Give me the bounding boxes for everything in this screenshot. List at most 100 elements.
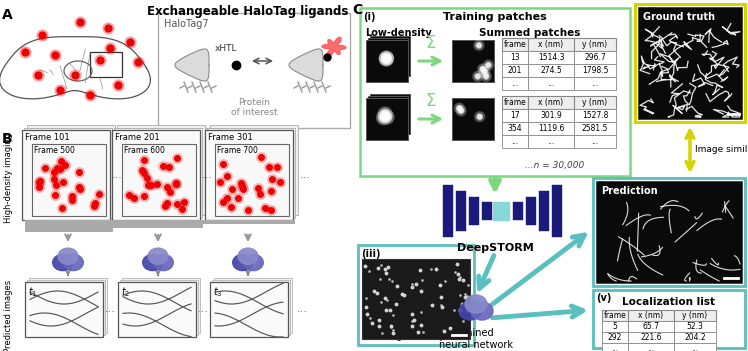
Bar bbox=[528, 96, 574, 109]
Circle shape bbox=[476, 42, 482, 48]
Bar bbox=[90, 52, 122, 77]
Circle shape bbox=[478, 64, 488, 74]
Text: ...: ... bbox=[198, 304, 209, 314]
Ellipse shape bbox=[465, 295, 487, 313]
Text: $t_2$: $t_2$ bbox=[121, 285, 130, 299]
Bar bbox=[513, 202, 523, 220]
Bar bbox=[366, 98, 408, 140]
Text: ...: ... bbox=[202, 170, 213, 180]
Ellipse shape bbox=[58, 248, 78, 264]
Text: 274.5: 274.5 bbox=[540, 66, 562, 75]
Ellipse shape bbox=[153, 254, 174, 271]
Text: (iv): (iv) bbox=[596, 181, 615, 191]
Bar bbox=[25, 228, 113, 232]
Text: ...: ... bbox=[648, 344, 654, 351]
Circle shape bbox=[476, 74, 479, 78]
Ellipse shape bbox=[64, 254, 83, 271]
Polygon shape bbox=[175, 49, 209, 81]
Bar bbox=[574, 122, 616, 135]
Text: y (nm): y (nm) bbox=[583, 98, 607, 107]
Bar bbox=[628, 332, 674, 343]
Bar bbox=[452, 98, 494, 140]
Bar bbox=[574, 96, 616, 109]
Circle shape bbox=[379, 51, 393, 65]
Circle shape bbox=[384, 114, 390, 120]
Circle shape bbox=[475, 73, 481, 79]
Bar bbox=[112, 130, 200, 220]
Bar bbox=[574, 64, 616, 77]
Bar bbox=[528, 38, 574, 51]
Text: ...: ... bbox=[592, 137, 598, 146]
Circle shape bbox=[475, 112, 485, 122]
Bar bbox=[602, 343, 628, 351]
Circle shape bbox=[378, 113, 388, 123]
Text: y (nm): y (nm) bbox=[682, 311, 708, 320]
Circle shape bbox=[479, 66, 485, 72]
Bar bbox=[628, 310, 674, 321]
Circle shape bbox=[384, 55, 390, 61]
Text: 13: 13 bbox=[510, 53, 520, 62]
Text: Training patches: Training patches bbox=[443, 12, 547, 22]
Bar bbox=[22, 130, 110, 220]
Bar bbox=[502, 122, 528, 135]
Bar bbox=[602, 332, 628, 343]
Polygon shape bbox=[289, 49, 323, 81]
Circle shape bbox=[383, 56, 389, 62]
Text: 65.7: 65.7 bbox=[643, 322, 660, 331]
Text: (vi): (vi) bbox=[638, 7, 657, 17]
Text: x (nm): x (nm) bbox=[539, 40, 563, 49]
Bar bbox=[596, 181, 742, 283]
Circle shape bbox=[485, 75, 488, 78]
Bar bbox=[158, 13, 350, 128]
Text: ...: ... bbox=[691, 344, 699, 351]
Circle shape bbox=[459, 109, 463, 113]
Circle shape bbox=[473, 71, 482, 81]
Text: High-density imaging: High-density imaging bbox=[4, 133, 13, 223]
Circle shape bbox=[477, 44, 481, 47]
Bar bbox=[628, 343, 674, 351]
Text: ...: ... bbox=[548, 137, 554, 146]
Bar bbox=[32, 144, 106, 216]
Circle shape bbox=[456, 106, 466, 116]
Bar bbox=[358, 245, 474, 345]
Text: Frame 500: Frame 500 bbox=[34, 146, 75, 155]
Text: frame: frame bbox=[503, 98, 527, 107]
Text: C: C bbox=[352, 3, 362, 17]
Circle shape bbox=[483, 60, 494, 70]
Circle shape bbox=[479, 67, 490, 77]
Circle shape bbox=[382, 111, 388, 117]
Text: 201: 201 bbox=[508, 66, 522, 75]
Bar bbox=[27, 280, 105, 335]
Bar bbox=[370, 36, 410, 76]
Text: Frame 101: Frame 101 bbox=[25, 133, 70, 142]
Circle shape bbox=[483, 73, 489, 79]
Circle shape bbox=[384, 113, 387, 115]
Circle shape bbox=[383, 55, 389, 61]
Bar bbox=[502, 64, 528, 77]
Polygon shape bbox=[322, 37, 346, 57]
Bar bbox=[210, 125, 298, 215]
Bar bbox=[366, 40, 408, 82]
Text: HaloTag7: HaloTag7 bbox=[164, 19, 209, 29]
Bar bbox=[368, 38, 408, 78]
Circle shape bbox=[382, 112, 392, 122]
Circle shape bbox=[381, 53, 391, 63]
Bar bbox=[360, 8, 630, 176]
Text: ...: ... bbox=[512, 137, 518, 146]
Bar bbox=[574, 51, 616, 64]
Circle shape bbox=[482, 69, 488, 75]
Text: 204.2: 204.2 bbox=[684, 333, 706, 342]
Circle shape bbox=[385, 115, 388, 119]
Text: $t_1$: $t_1$ bbox=[28, 285, 37, 299]
Ellipse shape bbox=[52, 254, 73, 271]
Text: 221.6: 221.6 bbox=[640, 333, 662, 342]
Text: 52.3: 52.3 bbox=[687, 322, 703, 331]
Bar bbox=[122, 278, 200, 333]
Circle shape bbox=[478, 115, 482, 119]
Text: Frame 600: Frame 600 bbox=[124, 146, 165, 155]
Bar bbox=[574, 135, 616, 148]
Text: ...: ... bbox=[548, 79, 554, 88]
Bar bbox=[25, 220, 295, 224]
Ellipse shape bbox=[459, 302, 481, 320]
Bar bbox=[526, 197, 536, 225]
